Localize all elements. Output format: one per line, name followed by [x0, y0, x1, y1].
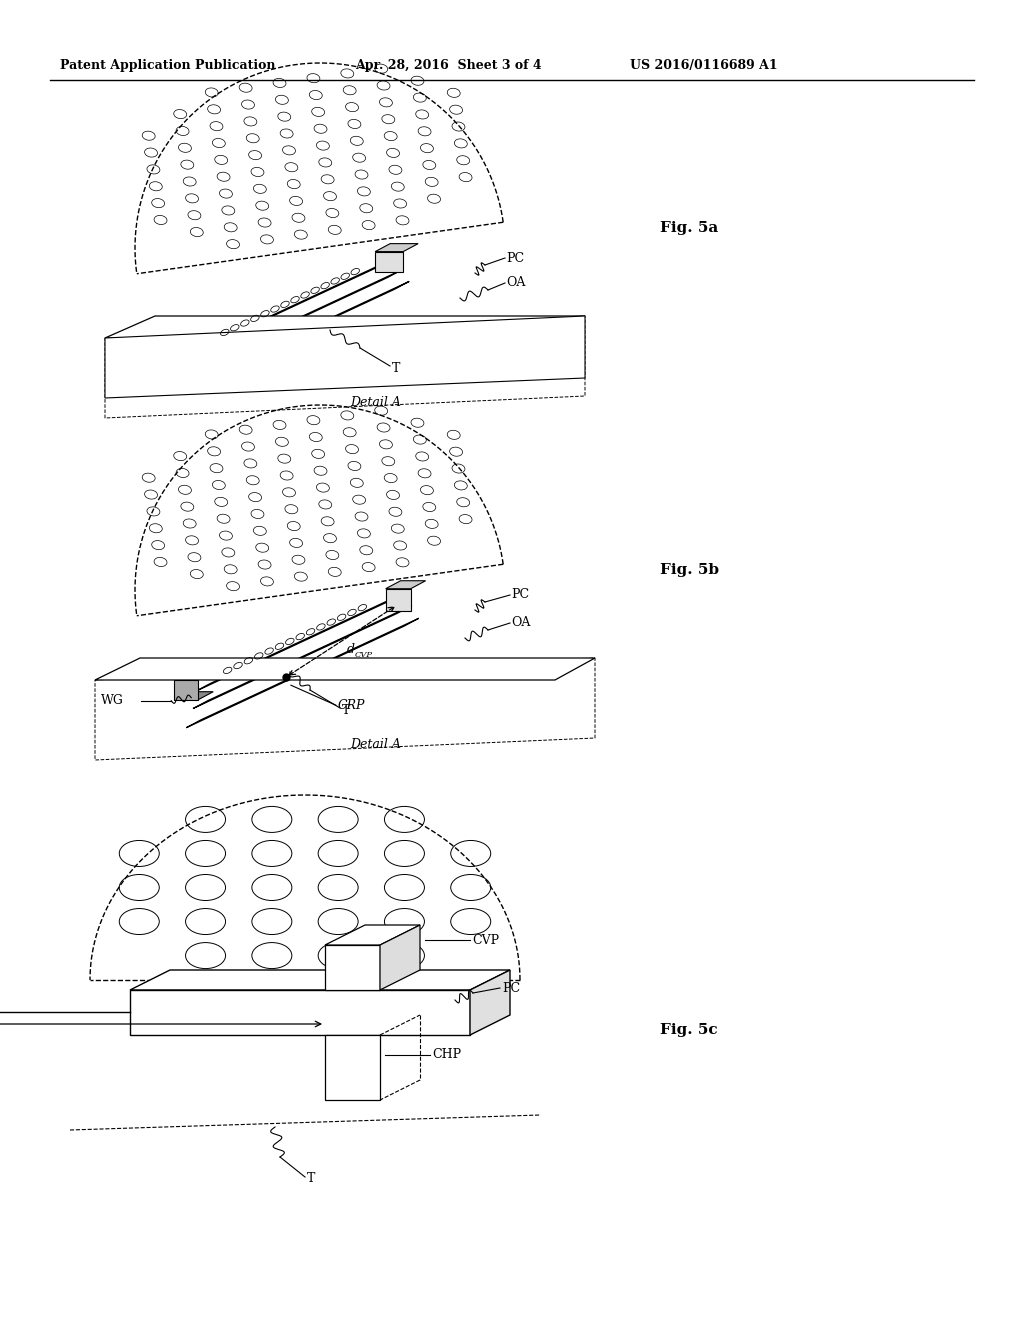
Text: Patent Application Publication: Patent Application Publication: [60, 58, 275, 71]
Text: CVP: CVP: [354, 651, 373, 659]
Text: PC: PC: [506, 252, 524, 264]
Polygon shape: [105, 315, 585, 338]
Polygon shape: [386, 589, 411, 611]
Polygon shape: [174, 692, 213, 700]
Text: T: T: [307, 1172, 315, 1185]
Polygon shape: [325, 945, 380, 990]
Text: PC: PC: [511, 589, 529, 602]
Text: OA: OA: [506, 276, 525, 289]
Text: Detail A: Detail A: [350, 738, 400, 751]
Polygon shape: [196, 590, 410, 692]
Text: CVP: CVP: [472, 933, 499, 946]
Polygon shape: [174, 680, 199, 700]
Text: Fig. 5c: Fig. 5c: [660, 1023, 718, 1038]
Polygon shape: [174, 341, 198, 360]
Text: d: d: [347, 643, 354, 656]
Text: Detail A: Detail A: [350, 396, 400, 409]
Polygon shape: [386, 581, 426, 589]
Text: WG: WG: [101, 694, 124, 708]
Polygon shape: [470, 970, 510, 1035]
Polygon shape: [130, 990, 470, 1035]
Polygon shape: [375, 244, 418, 252]
Polygon shape: [174, 352, 213, 360]
Text: CRP: CRP: [338, 698, 366, 711]
Polygon shape: [194, 606, 412, 709]
Polygon shape: [325, 925, 420, 945]
Polygon shape: [105, 315, 585, 399]
Polygon shape: [380, 925, 420, 990]
Polygon shape: [193, 269, 402, 368]
Polygon shape: [186, 618, 419, 727]
Polygon shape: [95, 657, 595, 680]
Text: Fig. 5a: Fig. 5a: [660, 220, 718, 235]
Polygon shape: [325, 1035, 380, 1100]
Polygon shape: [375, 252, 403, 272]
Text: T: T: [342, 704, 350, 717]
Text: CHP: CHP: [432, 1048, 461, 1061]
Text: Apr. 28, 2016  Sheet 3 of 4: Apr. 28, 2016 Sheet 3 of 4: [355, 58, 542, 71]
Polygon shape: [195, 256, 400, 352]
Text: T: T: [392, 362, 400, 375]
Polygon shape: [130, 970, 510, 990]
Text: US 2016/0116689 A1: US 2016/0116689 A1: [630, 58, 777, 71]
Text: Fig. 5b: Fig. 5b: [660, 564, 719, 577]
Text: PC: PC: [502, 982, 520, 994]
Text: OA: OA: [511, 616, 530, 630]
Polygon shape: [185, 281, 410, 387]
